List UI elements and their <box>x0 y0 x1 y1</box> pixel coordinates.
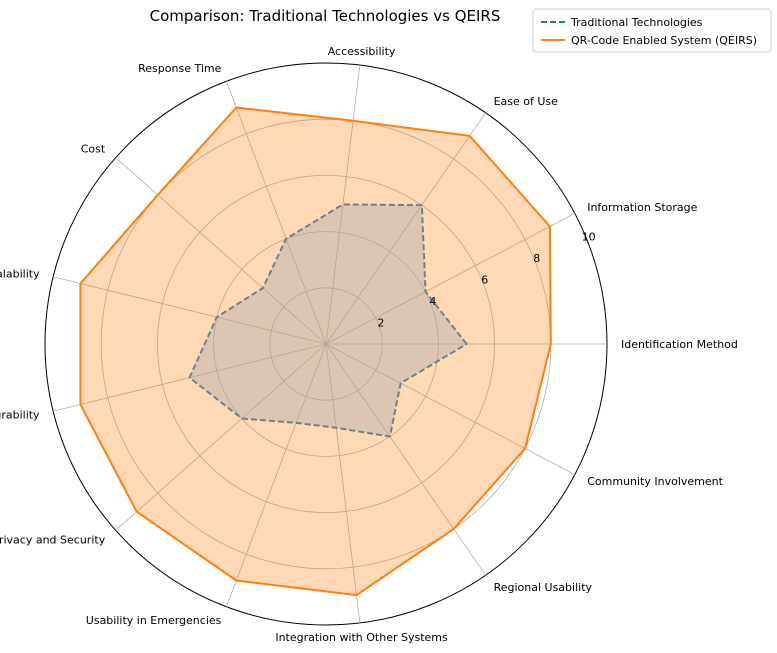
category-label: Cost <box>81 142 106 155</box>
labels-layer: 2 4 6 8 10 Identification Method Information S… <box>0 45 738 644</box>
grid-spoke <box>325 213 575 345</box>
grid-spoke <box>325 343 361 623</box>
radial-tick-label: 2 <box>377 316 384 329</box>
radial-tick-label: 6 <box>481 273 488 286</box>
grid-spoke <box>115 157 327 345</box>
series-fill-0 <box>189 204 467 437</box>
category-label: Accessibility <box>328 45 396 58</box>
radial-tick-label: 4 <box>429 295 436 308</box>
grid-spoke <box>53 276 327 345</box>
category-label: Durability <box>0 409 40 422</box>
category-label: Information Storage <box>587 201 697 214</box>
category-label: Community Involvement <box>587 475 723 488</box>
series-line-0 <box>188 203 468 438</box>
category-label: Ease of Use <box>494 95 559 108</box>
category-label: Scalability <box>0 267 40 280</box>
grid-spoke <box>325 343 575 475</box>
category-label: Usability in Emergencies <box>86 614 222 627</box>
grid-spoke <box>325 65 361 345</box>
grid-spoke <box>225 81 327 345</box>
grid-spoke <box>325 343 486 576</box>
series-fill-1 <box>80 107 551 596</box>
legend-box <box>532 8 772 53</box>
radial-tick-label: 8 <box>533 252 540 265</box>
grid-spoke <box>115 343 327 531</box>
chart-title: Comparison: Traditional Technologies vs … <box>150 7 501 25</box>
category-label: Integration with Other Systems <box>275 631 448 644</box>
series-layer <box>79 106 552 597</box>
category-label: Privacy and Security <box>0 534 106 547</box>
category-label: Identification Method <box>621 338 738 351</box>
grid-spoke <box>225 343 327 607</box>
series-line-1 <box>79 106 552 597</box>
category-label: Regional Usability <box>494 581 593 594</box>
radial-tick-label: 10 <box>582 230 596 243</box>
legend-label: QR-Code Enabled System (QEIRS) <box>571 34 757 47</box>
category-label: Response Time <box>138 62 221 75</box>
legend-label: Traditional Technologies <box>570 16 703 29</box>
legend: Traditional Technologies QR-Code Enabled … <box>532 8 772 53</box>
grid-spoke <box>325 112 486 345</box>
